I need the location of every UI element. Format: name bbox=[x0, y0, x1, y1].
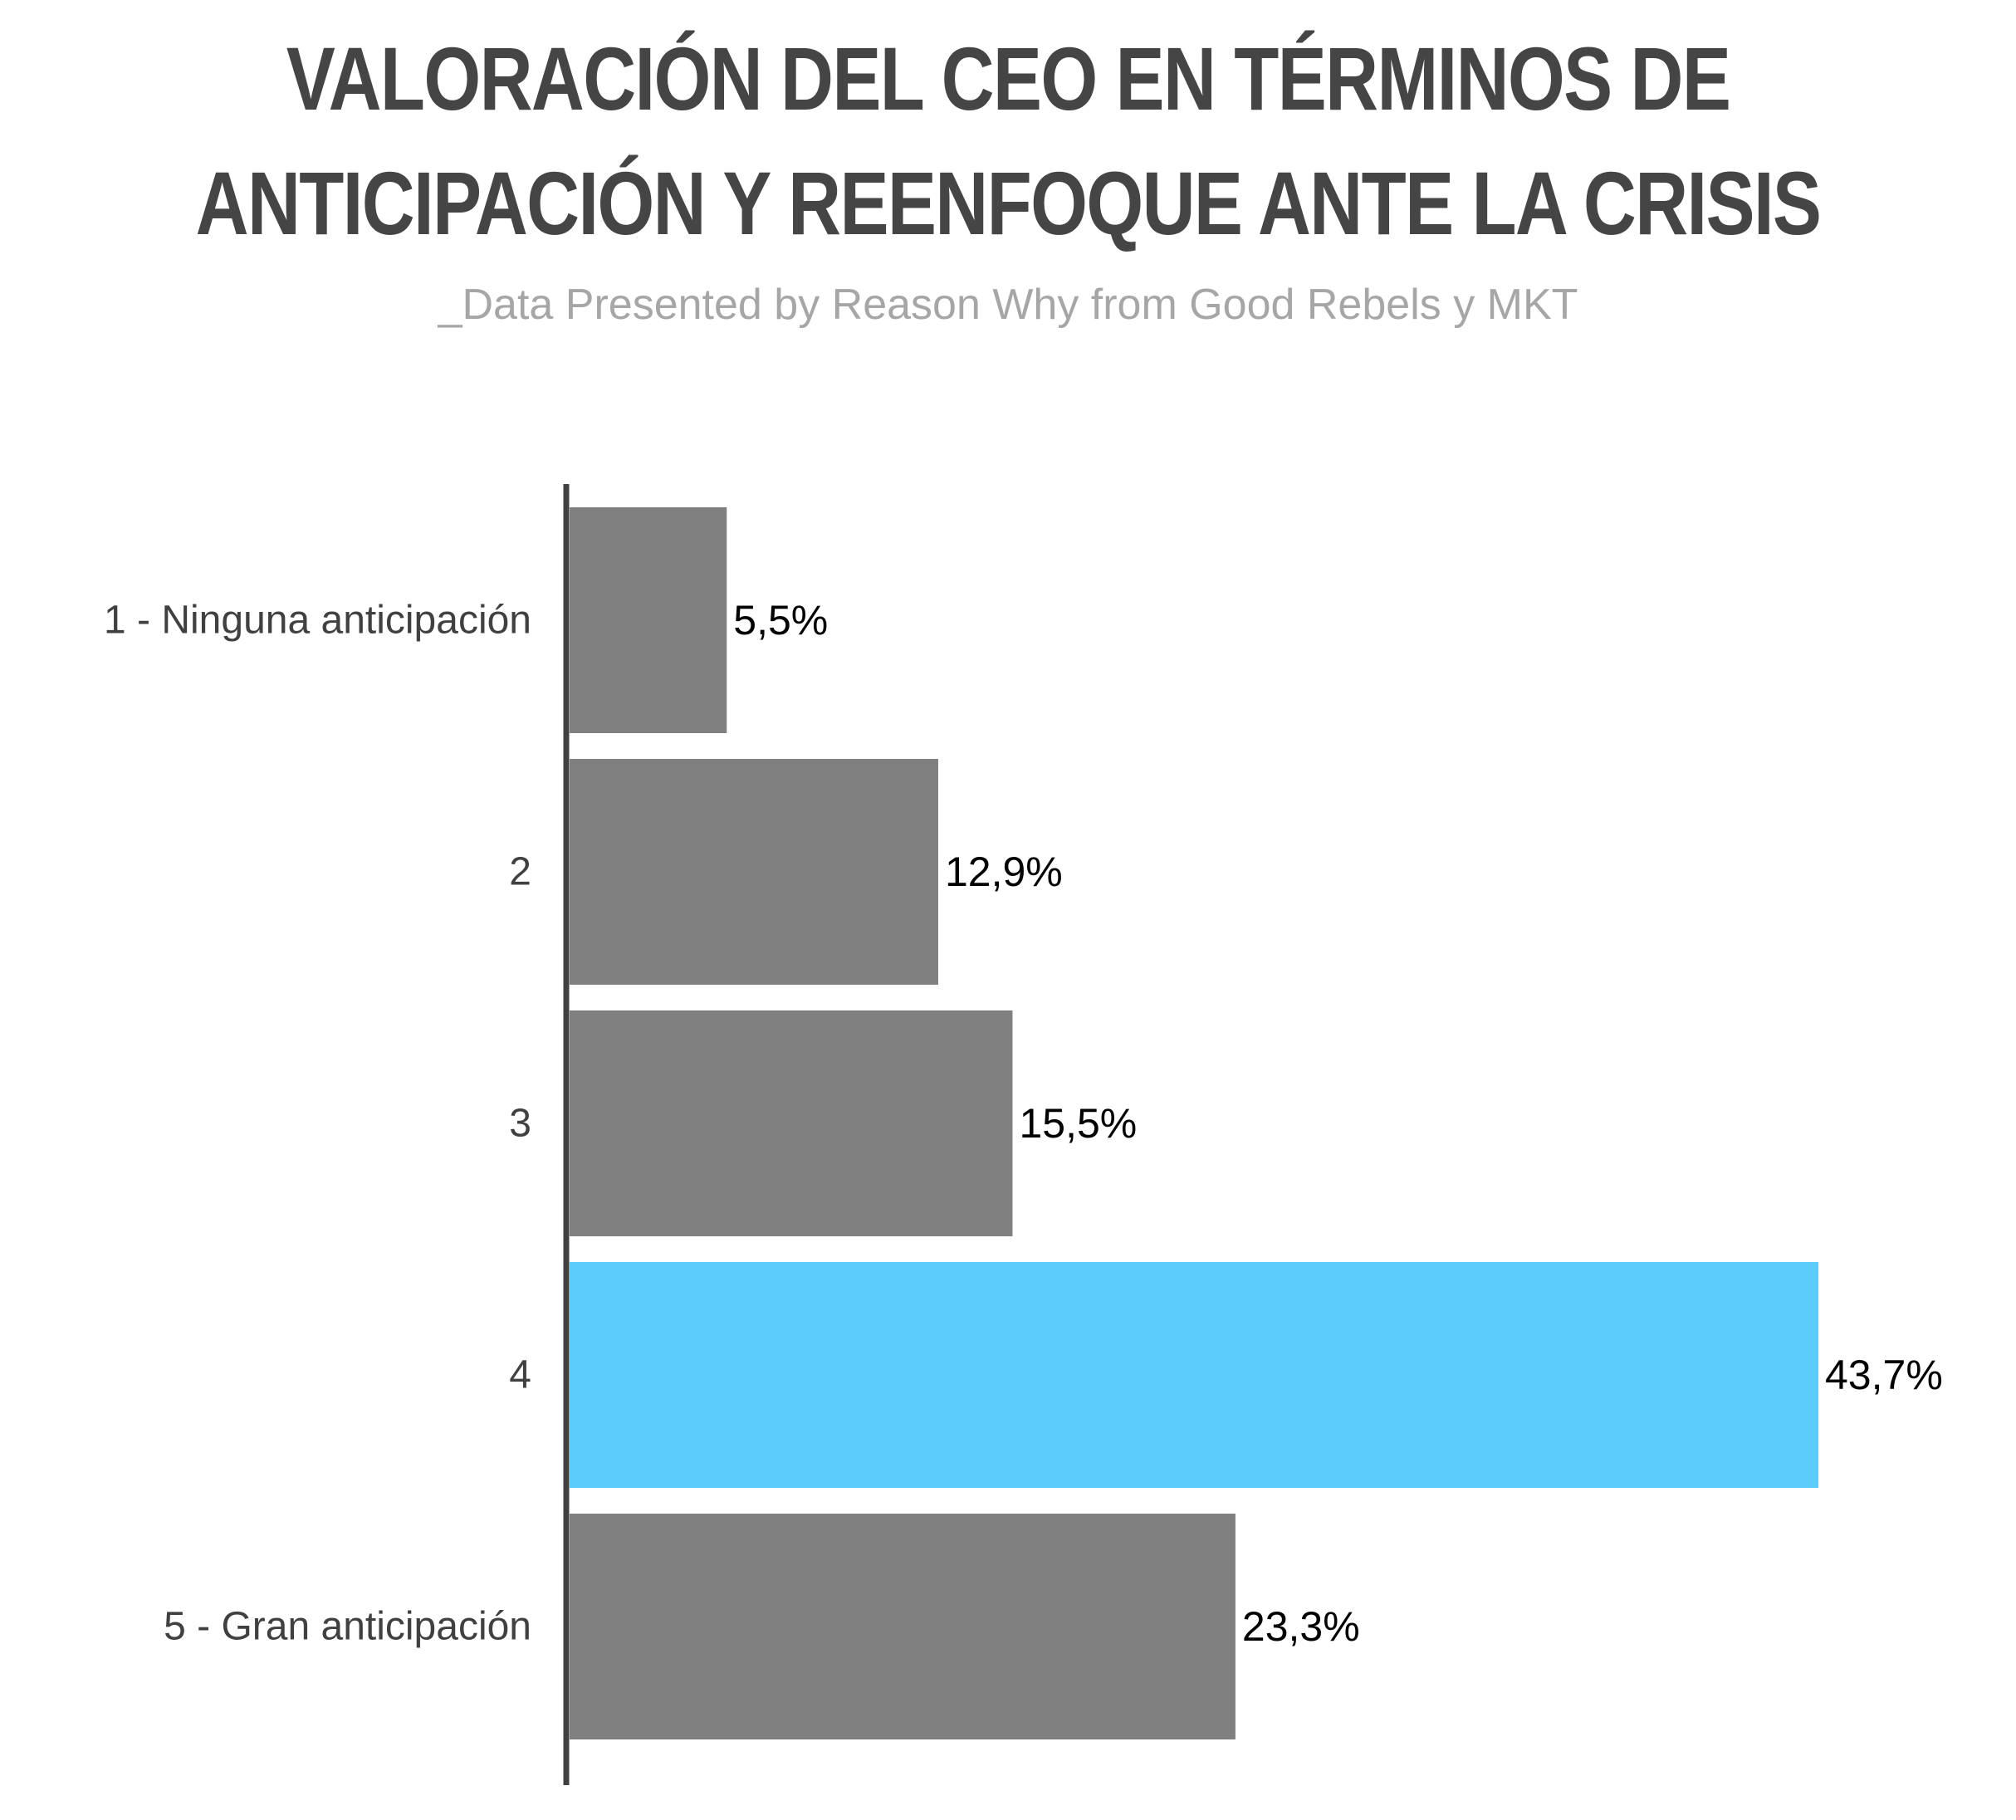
bar-1 bbox=[570, 507, 727, 733]
category-label-1: 1 - Ninguna anticipación bbox=[104, 599, 531, 643]
chart-title: VALORACIÓN DEL CEO EN TÉRMINOS DE ANTICI… bbox=[0, 17, 2016, 266]
value-label-1: 5,5% bbox=[733, 597, 828, 643]
value-label-4: 43,7% bbox=[1825, 1352, 1943, 1398]
value-label-5: 23,3% bbox=[1242, 1603, 1360, 1650]
bar-3 bbox=[570, 1010, 1013, 1236]
value-label-3: 15,5% bbox=[1019, 1100, 1137, 1147]
value-label-2: 12,9% bbox=[945, 849, 1063, 895]
chart-title-line-2: ANTICIPACIÓN Y REENFOQUE ANTE LA CRISIS bbox=[195, 153, 1822, 253]
category-label-3: 3 bbox=[509, 1102, 531, 1146]
chart-title-line-1: VALORACIÓN DEL CEO EN TÉRMINOS DE bbox=[286, 28, 1731, 129]
category-label-5: 5 - Gran anticipación bbox=[164, 1605, 531, 1649]
category-label-2: 2 bbox=[509, 850, 531, 894]
bar-2 bbox=[570, 759, 938, 985]
bar-5 bbox=[570, 1514, 1236, 1739]
category-label-4: 4 bbox=[509, 1353, 531, 1397]
bar-4 bbox=[570, 1262, 1818, 1488]
chart-subtitle: _Data Presented by Reason Why from Good … bbox=[438, 281, 1578, 329]
